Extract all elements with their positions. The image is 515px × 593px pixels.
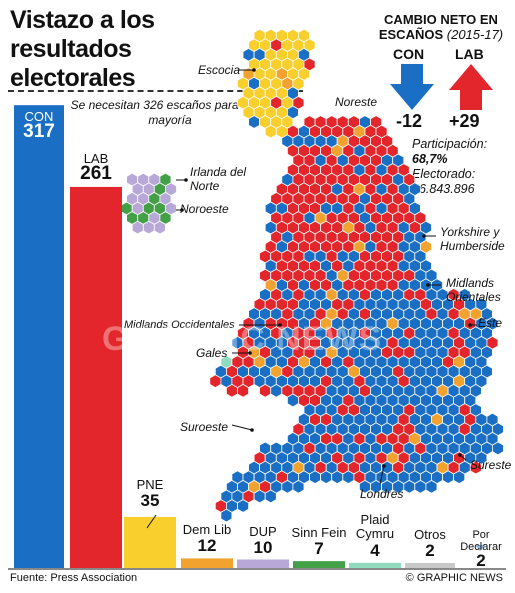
region-leader-dot xyxy=(426,283,430,287)
bar-label-plaid-cymru: Plaid Cymru xyxy=(355,511,395,541)
source-note: Fuente: Press Association xyxy=(10,572,138,584)
bar-lab xyxy=(70,186,122,568)
bar-dup xyxy=(237,559,289,568)
region-leader-dot xyxy=(252,68,256,72)
bar-plaid-cymru xyxy=(349,562,401,568)
seat-hex xyxy=(220,508,233,523)
bar-value-dem-lib: 12 xyxy=(197,536,217,556)
seat-hex xyxy=(492,441,504,456)
net-change-period: (2015-17) xyxy=(446,27,504,42)
seat-hex xyxy=(153,220,166,235)
bar-value-dup: 10 xyxy=(253,537,273,557)
bar-value-lab: 261 xyxy=(80,162,112,184)
turnout-value: 68,7% xyxy=(412,152,448,166)
region-label-escocia: Escocia xyxy=(198,63,241,77)
bar-value-pne: 35 xyxy=(140,490,160,510)
region-label-gales: Gales xyxy=(196,346,228,360)
region-label-sureste: Sureste xyxy=(470,458,512,472)
bar-value-sinn-fein: 7 xyxy=(314,539,324,559)
region-leader-dot xyxy=(382,464,386,468)
region-leader-dot xyxy=(184,178,188,182)
region-label-noroeste: Noroeste xyxy=(180,202,229,216)
region-leader-dot xyxy=(458,453,462,457)
majority-line xyxy=(8,90,303,92)
region-leader-line xyxy=(379,465,385,485)
seat-hex xyxy=(453,470,466,485)
bar-label-por-declarar: Por Declarar xyxy=(460,529,502,553)
region-label-midlands-orientales: Midlands Orientales xyxy=(446,276,501,304)
electorate-value: 46.843.896 xyxy=(412,182,475,196)
bar-otros xyxy=(405,563,455,568)
bar-value-plaid-cymru: 4 xyxy=(370,540,380,560)
bar-label-dem-lib: Dem Lib xyxy=(182,522,232,538)
seat-hex xyxy=(264,489,277,504)
bar-label-con: CON xyxy=(24,109,54,125)
bar-dem-lib xyxy=(181,558,233,568)
bar-value-por-declarar: 2 xyxy=(476,551,486,570)
region-leader-dot xyxy=(278,323,282,327)
bar-sinn-fein xyxy=(293,561,345,568)
bar-label-sinn-fein: Sinn Fein xyxy=(291,525,347,541)
region-leader-line xyxy=(231,424,253,431)
bar-label-dup: DUP xyxy=(249,523,277,539)
majority-note: Se necesitan 326 escaños para tener mayo… xyxy=(70,98,270,127)
seat-hex xyxy=(469,460,482,475)
bar-pne xyxy=(124,516,176,568)
net-change-lab-value: +29 xyxy=(449,111,480,131)
region-label-irlanda-norte: Irlanda del Norte xyxy=(190,165,247,193)
turnout-block: Participación: 68,7% Electorado: 46.843.… xyxy=(412,137,512,197)
region-label-este: Este xyxy=(478,316,503,330)
region-label-yorkshire: Yorkshire y Humberside xyxy=(440,225,505,253)
bar-value-con: 317 xyxy=(23,121,55,143)
region-leader-dot xyxy=(180,208,184,212)
watermark: GRAPHIC NEWS xyxy=(102,320,383,358)
pending-triangle-icon xyxy=(475,545,485,551)
net-change-title: CAMBIO NETO EN ESCAÑOS (2015-17) xyxy=(372,12,510,42)
bar-label-lab: LAB xyxy=(83,150,109,166)
net-change-heading: CAMBIO NETO EN ESCAÑOS xyxy=(378,12,498,42)
net-change-con-value: -12 xyxy=(396,111,423,131)
region-leader-dot xyxy=(468,323,472,327)
seat-hex xyxy=(425,479,438,494)
electorate-label: Electorado: xyxy=(412,167,476,181)
turnout-label: Participación: xyxy=(412,137,488,151)
region-leader-dot xyxy=(248,351,252,355)
up-arrow-icon xyxy=(449,64,493,110)
net-change-con-label: CON xyxy=(393,46,425,62)
region-label-londres: Londres xyxy=(360,487,404,501)
credit-note: © GRAPHIC NEWS xyxy=(405,572,503,584)
bar-label-pne: PNE xyxy=(136,476,164,492)
region-leader-dot xyxy=(422,234,426,238)
region-label-midlands-occidentales: Midlands Occidentales xyxy=(124,319,235,331)
region-label-noreste: Noreste xyxy=(335,95,378,109)
bar-label-otros: Otros xyxy=(414,527,446,542)
region-leader-dot xyxy=(250,428,254,432)
pne-pointer xyxy=(146,514,157,529)
page-title: Vistazo a los resultados electorales xyxy=(10,6,155,92)
net-change-lab-label: LAB xyxy=(455,46,484,62)
seat-hex xyxy=(237,499,249,513)
bar-value-otros: 2 xyxy=(425,541,435,560)
seat-hex xyxy=(292,479,305,494)
seat-hex xyxy=(237,383,249,398)
down-arrow-icon xyxy=(390,64,434,110)
region-label-suroeste: Suroeste xyxy=(180,420,229,434)
bar-con xyxy=(14,105,64,569)
